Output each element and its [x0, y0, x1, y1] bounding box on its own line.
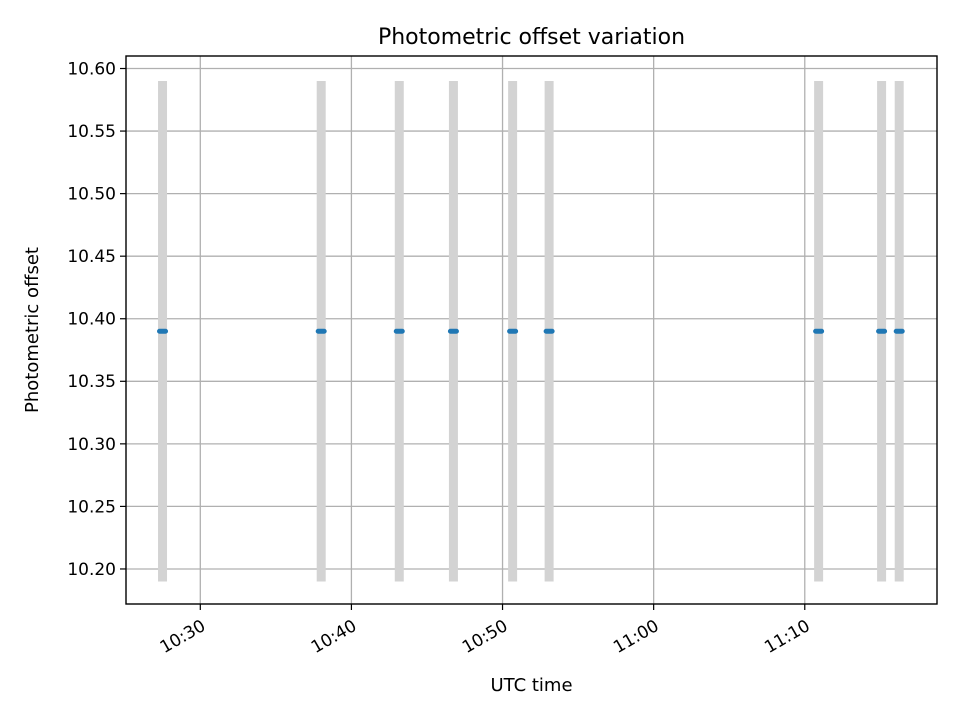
- data-point: [447, 328, 459, 334]
- data-point: [157, 328, 169, 334]
- y-axis: 10.20 10.25 10.30 10.35 10.40 10.45 10.50 10.55…: [67, 59, 126, 580]
- data-point: [876, 328, 888, 334]
- y-tick-label: 10.50: [67, 185, 116, 205]
- y-axis-label: Photometric offset: [22, 247, 43, 413]
- data-point: [507, 328, 519, 334]
- y-tick-label: 10.30: [67, 435, 116, 455]
- y-tick-label: 10.55: [67, 122, 116, 142]
- grid-layer: [126, 56, 937, 604]
- chart-title: Photometric offset variation: [378, 25, 685, 50]
- y-tick-label: 10.35: [67, 372, 116, 392]
- y-tick-label: 10.20: [67, 560, 116, 580]
- data-point: [893, 328, 905, 334]
- data-point: [393, 328, 405, 334]
- data-point-layer: [157, 328, 905, 334]
- x-axis-label: UTC time: [490, 675, 572, 696]
- plot-frame: [125, 55, 938, 605]
- data-point: [543, 328, 555, 334]
- data-point: [315, 328, 327, 334]
- data-point: [813, 328, 825, 334]
- y-tick-label: 10.60: [67, 59, 116, 79]
- y-tick-label: 10.45: [67, 247, 116, 267]
- y-tick-label: 10.25: [67, 497, 116, 517]
- y-tick-label: 10.40: [67, 310, 116, 330]
